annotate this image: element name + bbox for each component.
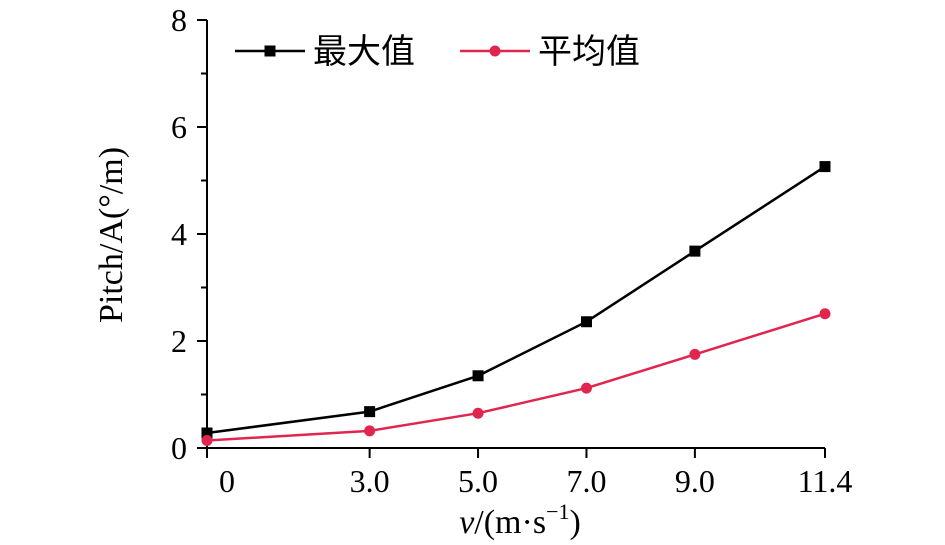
data-point-circle <box>689 348 701 360</box>
x-axis-label-var: v <box>459 504 475 541</box>
x-tick-label: 0 <box>219 463 235 499</box>
y-tick-label: 0 <box>171 430 187 466</box>
data-point-square <box>580 316 592 328</box>
legend-marker-square <box>264 45 276 57</box>
data-point-square <box>201 427 213 439</box>
data-point-square <box>364 406 376 418</box>
data-point-circle <box>201 435 213 447</box>
y-tick-label: 2 <box>171 323 187 359</box>
ticks: 0 2 4 6 8 0 3.0 5.0 7.0 9.0 11.4 <box>171 2 852 499</box>
x-axis-label-close: ) <box>569 504 580 541</box>
legend: 最大值 平均值 <box>235 33 640 71</box>
x-axis-label-exponent: −1 <box>546 499 569 524</box>
x-tick-label: 5.0 <box>458 463 498 499</box>
x-axis-label: v/(m·s−1) <box>459 499 581 541</box>
y-axis-label: Pitch/A(°/m) <box>93 147 130 323</box>
data-point-circle <box>364 425 376 437</box>
data-point-square <box>472 370 484 382</box>
data-point-circle <box>819 308 831 320</box>
series-line <box>206 312 826 442</box>
x-tick-label: 9.0 <box>675 463 715 499</box>
series <box>201 161 831 447</box>
x-tick-label: 7.0 <box>566 463 606 499</box>
y-tick-label: 6 <box>171 109 187 145</box>
legend-label: 最大值 <box>313 33 415 71</box>
y-tick-label: 4 <box>171 216 187 252</box>
legend-label: 平均值 <box>538 33 640 71</box>
axes <box>206 20 825 449</box>
x-tick-label: 11.4 <box>798 463 853 499</box>
data-point-circle <box>580 382 592 394</box>
legend-marker-circle <box>489 45 501 57</box>
data-point-circle <box>472 407 484 419</box>
data-point-square <box>689 245 701 257</box>
data-point-square <box>819 161 831 173</box>
x-tick-label: 3.0 <box>350 463 390 499</box>
series-line <box>206 165 826 435</box>
x-axis-label-unit: /(m·s <box>474 504 546 541</box>
y-tick-label: 8 <box>171 2 187 38</box>
